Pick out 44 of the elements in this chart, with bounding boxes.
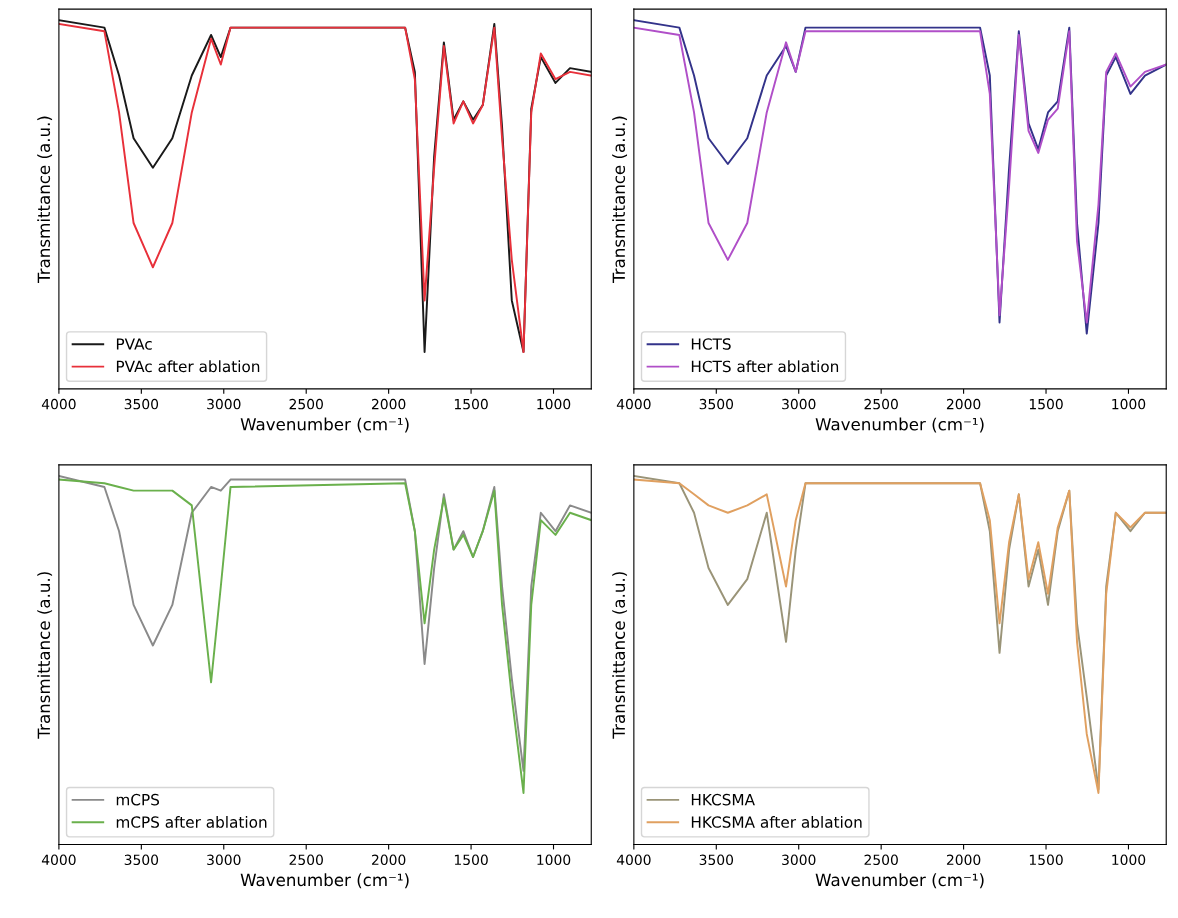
- x-tick-label: 3000: [207, 398, 241, 410]
- x-axis-title: Wavenumber (cm⁻¹): [815, 873, 984, 889]
- x-tick-label: 2000: [371, 854, 406, 866]
- legend-label: PVAc: [116, 338, 152, 350]
- legend-label: PVAc after ablation: [116, 360, 260, 373]
- y-axis-title: Transmittance (a.u.): [612, 572, 628, 739]
- x-tick-label: 1500: [1029, 854, 1063, 866]
- y-axis-title: Transmittance (a.u.): [612, 116, 628, 283]
- x-tick-label: 3500: [124, 854, 159, 866]
- y-axis-title: Transmittance (a.u.): [37, 572, 53, 739]
- x-tick-label: 3000: [782, 398, 816, 410]
- x-tick-label: 2000: [946, 854, 981, 866]
- x-tick-label: 2500: [289, 854, 323, 866]
- legend-label: HKCSMA after ablation: [691, 816, 862, 828]
- legend-label: HCTS: [691, 338, 731, 350]
- x-axis-title: Wavenumber (cm⁻¹): [240, 873, 409, 889]
- x-tick-label: 1500: [1029, 398, 1063, 410]
- x-tick-label: 3000: [207, 854, 241, 866]
- x-tick-label: 4000: [41, 398, 76, 410]
- legend-label: HKCSMA: [691, 793, 755, 806]
- legend-label: mCPS: [116, 793, 160, 806]
- x-axis-title: Wavenumber (cm⁻¹): [815, 417, 984, 433]
- x-tick-label: 1500: [454, 398, 488, 410]
- x-tick-label: 1000: [537, 398, 571, 410]
- x-tick-label: 2500: [864, 398, 898, 410]
- x-tick-label: 3500: [124, 398, 159, 410]
- x-tick-label: 1000: [1112, 854, 1146, 866]
- x-tick-label: 1500: [454, 854, 488, 866]
- x-tick-label: 1000: [1112, 398, 1146, 410]
- x-tick-label: 2000: [371, 398, 406, 410]
- x-tick-label: 2000: [946, 398, 981, 410]
- x-tick-label: 3500: [699, 854, 734, 866]
- y-axis-title: Transmittance (a.u.): [37, 116, 53, 283]
- legend-label: mCPS after ablation: [116, 816, 267, 828]
- x-tick-label: 4000: [616, 854, 651, 866]
- x-tick-label: 2500: [289, 398, 323, 410]
- x-tick-label: 1000: [537, 854, 571, 866]
- x-tick-label: 3500: [699, 398, 734, 410]
- x-tick-label: 2500: [864, 854, 898, 866]
- x-axis-title: Wavenumber (cm⁻¹): [240, 417, 409, 433]
- x-tick-label: 3000: [782, 854, 816, 866]
- x-tick-label: 4000: [41, 854, 76, 866]
- legend-label: HCTS after ablation: [691, 360, 839, 373]
- x-tick-label: 4000: [616, 398, 651, 410]
